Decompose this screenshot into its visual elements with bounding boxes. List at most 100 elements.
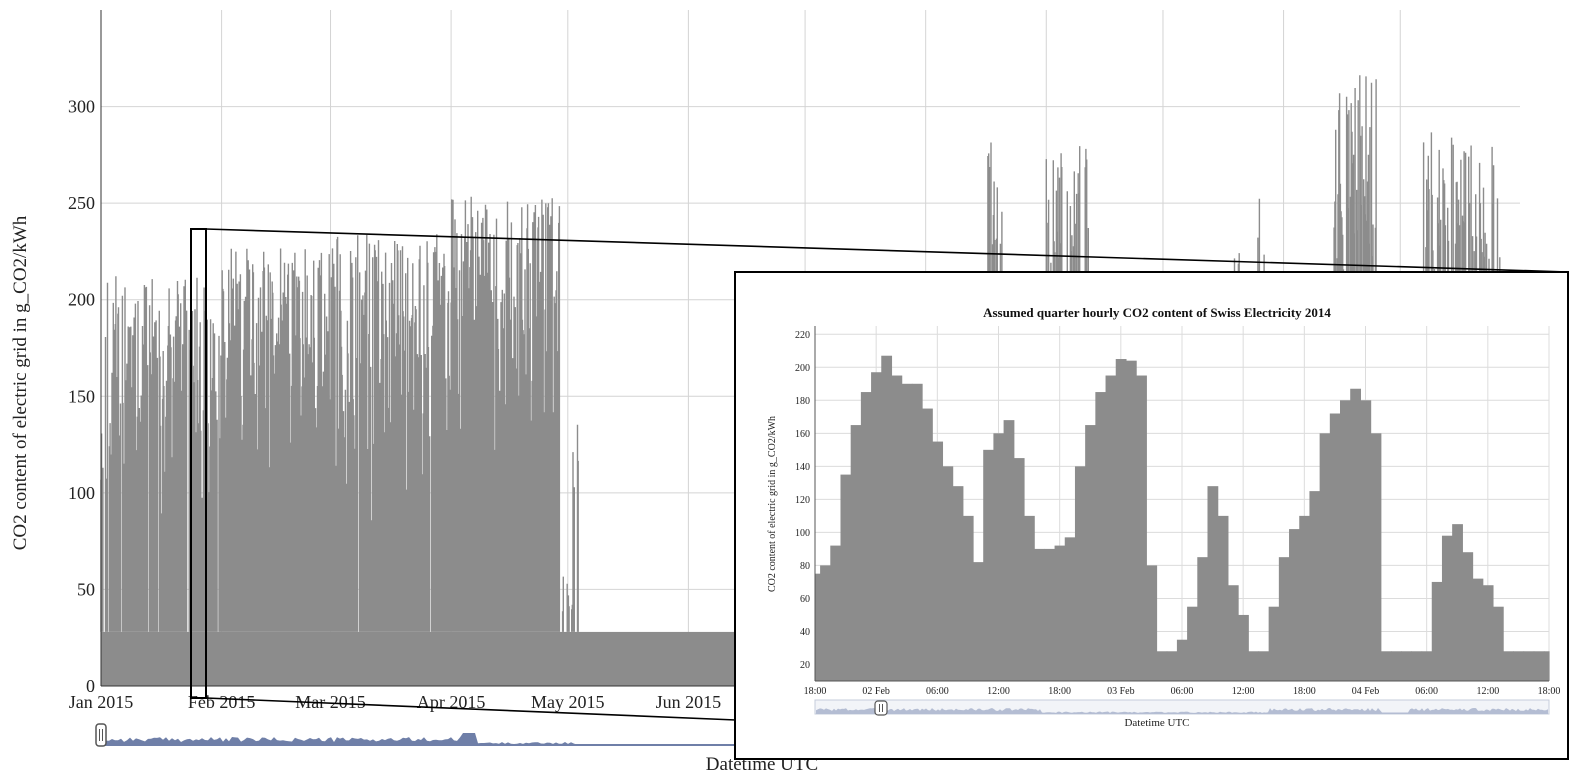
main-y-tick-label: 100 bbox=[68, 483, 95, 503]
inset-bar bbox=[871, 372, 882, 681]
inset-x-tick-labels: 18:00 02 Feb 06:00 12:00 18:00 03 Feb 06:00 12:… bbox=[804, 686, 1561, 697]
inset-bar bbox=[973, 562, 984, 681]
inset-bar bbox=[1299, 515, 1311, 681]
inset-range-selector[interactable] bbox=[814, 699, 1550, 716]
main-x-tick-labels: Jan 2015 Feb 2015 Mar 2015 Apr 2015 May 2015… bbox=[69, 692, 721, 712]
inset-y-tick-label: 200 bbox=[795, 363, 810, 374]
inset-bar bbox=[1054, 545, 1066, 681]
inset-bar bbox=[932, 441, 944, 681]
main-y-tick-labels: 0 50 100 150 200 250 300 bbox=[68, 97, 95, 696]
inset-bar bbox=[1034, 548, 1045, 681]
inset-y-tick-label: 60 bbox=[800, 594, 810, 605]
inset-x-tick-label: 18:00 bbox=[1538, 686, 1561, 697]
inset-bar bbox=[881, 355, 893, 681]
main-y-tick-label: 150 bbox=[68, 386, 95, 406]
inset-bar bbox=[1472, 578, 1484, 681]
inset-x-tick-label: 18:00 bbox=[1048, 686, 1071, 697]
inset-x-tick-label: 12:00 bbox=[1476, 686, 1499, 697]
inset-y-tick-label: 100 bbox=[795, 528, 810, 539]
inset-bar bbox=[952, 486, 964, 681]
inset-x-tick-label: 18:00 bbox=[804, 686, 827, 697]
inset-x-tick-label: 06:00 bbox=[926, 686, 949, 697]
inset-bar bbox=[1248, 651, 1260, 681]
main-x-tick-label: Mar 2015 bbox=[295, 692, 366, 712]
inset-y-tick-label: 220 bbox=[795, 330, 810, 341]
inset-bar bbox=[1146, 565, 1158, 681]
inset-bar bbox=[1350, 388, 1361, 681]
inset-bar bbox=[1533, 651, 1545, 681]
inset-bar bbox=[1513, 651, 1525, 681]
inset-bar bbox=[922, 408, 933, 681]
main-y-tick-label: 300 bbox=[68, 97, 95, 117]
inset-bar bbox=[1380, 651, 1392, 681]
inset-bar bbox=[1227, 585, 1239, 681]
inset-bar bbox=[1289, 529, 1300, 681]
zoom-connector-top bbox=[205, 228, 1569, 273]
inset-y-tick-label: 120 bbox=[795, 495, 810, 506]
inset-bar bbox=[1166, 651, 1178, 681]
inset-bar bbox=[1044, 548, 1056, 681]
inset-x-tick-label: 06:00 bbox=[1415, 686, 1438, 697]
inset-bar bbox=[1390, 651, 1402, 681]
inset-bar bbox=[1370, 433, 1382, 681]
main-y-tick-label: 0 bbox=[86, 676, 95, 696]
main-y-axis-label: CO2 content of electric grid in g_CO2/kW… bbox=[10, 215, 31, 550]
inset-bar bbox=[1085, 425, 1096, 681]
inset-bar bbox=[1136, 375, 1147, 681]
inset-y-axis-label: CO2 content of electric grid in g_CO2/kW… bbox=[767, 416, 778, 592]
inset-x-tick-label: 12:00 bbox=[987, 686, 1010, 697]
inset-series-bars bbox=[815, 355, 1550, 681]
inset-x-tick-label: 12:00 bbox=[1232, 686, 1255, 697]
inset-bar bbox=[1309, 491, 1321, 681]
inset-bar bbox=[1115, 359, 1127, 681]
inset-bar bbox=[1340, 400, 1351, 681]
inset-bar bbox=[1064, 537, 1076, 681]
inset-x-tick-label: 03 Feb bbox=[1107, 686, 1135, 697]
inset-range-handle[interactable] bbox=[874, 700, 888, 716]
inset-bar bbox=[1431, 581, 1443, 681]
inset-y-tick-label: 40 bbox=[800, 627, 810, 638]
inset-bar bbox=[1003, 420, 1015, 681]
main-x-tick-label: Jan 2015 bbox=[69, 692, 134, 712]
inset-bar bbox=[1095, 392, 1107, 681]
main-range-handle[interactable] bbox=[95, 723, 107, 747]
inset-bar bbox=[993, 433, 1005, 681]
inset-bar bbox=[1462, 552, 1474, 681]
main-y-tick-label: 50 bbox=[77, 579, 95, 599]
inset-y-tick-label: 140 bbox=[795, 462, 810, 473]
inset-y-tick-label: 160 bbox=[795, 429, 810, 440]
inset-bar bbox=[891, 375, 903, 681]
inset-bar bbox=[1105, 375, 1117, 681]
main-range-selector[interactable] bbox=[95, 723, 740, 747]
inset-bar bbox=[1441, 535, 1453, 681]
inset-bar bbox=[850, 425, 862, 681]
main-x-tick-label: May 2015 bbox=[531, 692, 605, 712]
inset-bar bbox=[1125, 360, 1137, 681]
inset-bar bbox=[911, 383, 923, 681]
inset-bar bbox=[1197, 557, 1209, 681]
inset-x-tick-label: 04 Feb bbox=[1352, 686, 1380, 697]
main-y-tick-label: 200 bbox=[68, 290, 95, 310]
inset-bar bbox=[815, 573, 821, 681]
inset-bar bbox=[1023, 515, 1035, 681]
inset-bar bbox=[840, 474, 852, 681]
inset-bar bbox=[1452, 524, 1463, 681]
inset-chart: Assumed quarter hourly CO2 content of Sw… bbox=[734, 271, 1569, 760]
zoom-connector-bottom bbox=[205, 697, 737, 721]
inset-bar bbox=[1238, 614, 1249, 681]
inset-bar bbox=[962, 515, 974, 681]
inset-range-mini-series bbox=[816, 708, 1548, 714]
main-y-tick-label: 250 bbox=[68, 193, 95, 213]
inset-x-tick-label: 02 Feb bbox=[862, 686, 890, 697]
inset-bar bbox=[1482, 585, 1494, 681]
main-x-tick-label: Jun 2015 bbox=[656, 692, 722, 712]
main-range-mini-series bbox=[106, 733, 740, 745]
inset-bar bbox=[1258, 651, 1270, 681]
inset-bar bbox=[1217, 515, 1229, 681]
inset-bar bbox=[1074, 466, 1086, 681]
inset-bar bbox=[1411, 651, 1423, 681]
inset-bar bbox=[830, 545, 842, 681]
inset-bar bbox=[1319, 433, 1331, 681]
